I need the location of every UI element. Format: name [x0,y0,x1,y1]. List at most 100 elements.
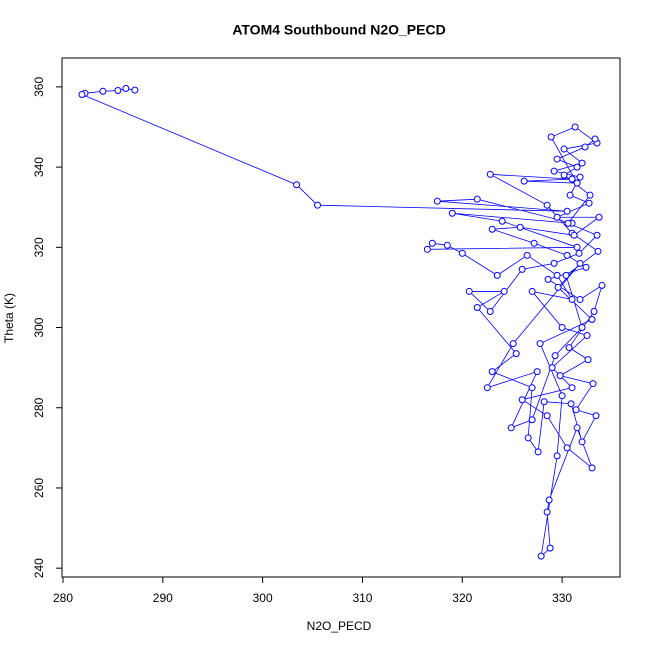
data-point [591,135,599,143]
data-point [590,307,598,315]
data-point [293,181,301,189]
data-point [578,324,586,332]
data-point [545,496,553,504]
data-point [534,448,542,456]
data-point [493,271,501,279]
data-point [433,197,441,205]
data-point [509,340,517,348]
data-point [548,364,556,372]
data-point [589,380,597,388]
data-point [554,283,562,291]
data-point [558,392,566,400]
y-tick-label: 240 [32,558,46,578]
data-point [573,179,581,187]
data-point [523,251,531,259]
data-point [473,195,481,203]
data-point [498,217,506,225]
data-point [488,225,496,233]
data-point [568,175,576,183]
data-point [576,259,584,267]
data-point [530,239,538,247]
data-point [546,544,554,552]
data-point [568,295,576,303]
data-point [594,247,602,255]
data-point [576,295,584,303]
data-point [584,356,592,364]
data-point [553,213,561,221]
data-point [536,340,544,348]
data-point [528,416,536,424]
data-point [568,384,576,392]
data-point [556,372,564,380]
data-point [516,223,524,231]
plot-frame [61,57,621,578]
data-point [570,231,578,239]
data-point [533,368,541,376]
data-point [566,191,574,199]
y-tick-label: 320 [32,237,46,257]
data-point [99,87,107,95]
data-point [581,143,589,151]
data-point [558,324,566,332]
data-point [588,316,596,324]
data-point [465,287,473,295]
data-point [483,384,491,392]
data-point [573,424,581,432]
data-point [578,438,586,446]
data-point [593,231,601,239]
data-point [575,249,583,257]
data-point [592,412,600,420]
data-point [571,123,579,131]
y-tick-label: 360 [32,77,46,97]
data-point [114,86,122,94]
data-point [560,171,568,179]
data-point [573,163,581,171]
data-point [428,239,436,247]
data-point [572,406,580,414]
data-point [562,271,570,279]
data-point [518,265,526,273]
data-point [543,201,551,209]
data-point [473,303,481,311]
data-point [507,424,515,432]
y-tick-label: 260 [32,478,46,498]
data-point [586,191,594,199]
data-point [573,243,581,251]
data-point [486,170,494,178]
x-tick-label: 320 [452,591,472,605]
data-point [488,368,496,376]
data-point [564,219,572,227]
data-point [543,412,551,420]
data-point [518,396,526,404]
data-point [560,145,568,153]
x-tick-label: 290 [153,591,173,605]
data-point [578,159,586,167]
data-point [512,350,520,358]
data-point [524,434,532,442]
data-point [550,259,558,267]
x-tick-label: 310 [352,591,372,605]
data-point [500,287,508,295]
data-point [583,332,591,340]
y-tick-label: 300 [32,317,46,337]
data-point [543,508,551,516]
data-point [563,207,571,215]
data-point [595,213,603,221]
y-axis-label: Theta (K) [2,293,16,343]
data-point [585,199,593,207]
data-point [537,552,545,560]
data-point [540,398,548,406]
data-point [423,245,431,253]
data-point [576,173,584,181]
data-point [458,249,466,257]
data-point [582,263,590,271]
data-point [448,209,456,217]
data-point [565,344,573,352]
data-point [520,177,528,185]
x-axis-label: N2O_PECD [307,619,372,633]
data-point [551,352,559,360]
data-point [528,384,536,392]
data-point [550,167,558,175]
